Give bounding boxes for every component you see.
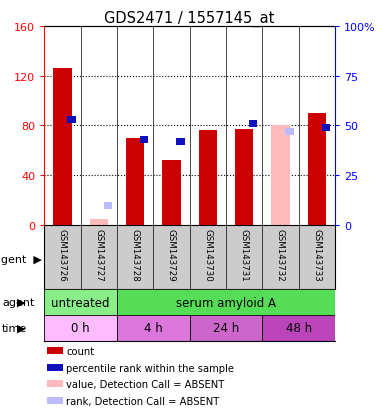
- Bar: [47, 397, 63, 404]
- Text: GSM143731: GSM143731: [239, 229, 249, 281]
- Bar: [104, 202, 112, 209]
- Text: 4 h: 4 h: [144, 321, 162, 335]
- Bar: [285, 129, 294, 135]
- Bar: [67, 117, 75, 123]
- Bar: [44, 290, 117, 315]
- Bar: [44, 315, 117, 341]
- Text: serum amyloid A: serum amyloid A: [176, 296, 276, 309]
- Text: GSM143727: GSM143727: [94, 229, 103, 281]
- Text: GSM143728: GSM143728: [131, 229, 140, 281]
- Title: GDS2471 / 1557145_at: GDS2471 / 1557145_at: [104, 11, 275, 27]
- Text: agent: agent: [2, 297, 35, 307]
- Text: untreated: untreated: [51, 296, 110, 309]
- Bar: [271, 126, 290, 225]
- Text: GSM143726: GSM143726: [58, 229, 67, 281]
- Text: GSM143730: GSM143730: [203, 229, 212, 281]
- Text: 0 h: 0 h: [71, 321, 90, 335]
- Bar: [90, 219, 108, 225]
- Bar: [140, 137, 148, 143]
- Text: rank, Detection Call = ABSENT: rank, Detection Call = ABSENT: [66, 396, 219, 406]
- Text: 24 h: 24 h: [213, 321, 239, 335]
- Bar: [162, 161, 181, 225]
- Text: agent  ▶: agent ▶: [0, 255, 42, 265]
- Bar: [199, 131, 217, 225]
- Bar: [308, 114, 326, 225]
- Text: GSM143729: GSM143729: [167, 229, 176, 281]
- Bar: [235, 130, 253, 225]
- Bar: [262, 315, 335, 341]
- Text: ▶: ▶: [17, 323, 25, 333]
- Bar: [117, 315, 190, 341]
- Bar: [47, 380, 63, 387]
- Bar: [176, 139, 185, 145]
- Text: time: time: [2, 323, 27, 333]
- Bar: [249, 121, 257, 128]
- Text: percentile rank within the sample: percentile rank within the sample: [66, 363, 234, 373]
- Text: count: count: [66, 346, 94, 356]
- Text: 48 h: 48 h: [286, 321, 312, 335]
- Bar: [117, 290, 335, 315]
- Bar: [126, 139, 144, 225]
- Bar: [322, 125, 330, 132]
- Text: value, Detection Call = ABSENT: value, Detection Call = ABSENT: [66, 379, 224, 389]
- Text: ▶: ▶: [17, 297, 25, 307]
- Bar: [190, 315, 262, 341]
- Bar: [54, 69, 72, 225]
- Bar: [47, 365, 63, 371]
- Text: GSM143732: GSM143732: [276, 229, 285, 281]
- Text: GSM143733: GSM143733: [312, 229, 321, 281]
- Bar: [47, 347, 63, 354]
